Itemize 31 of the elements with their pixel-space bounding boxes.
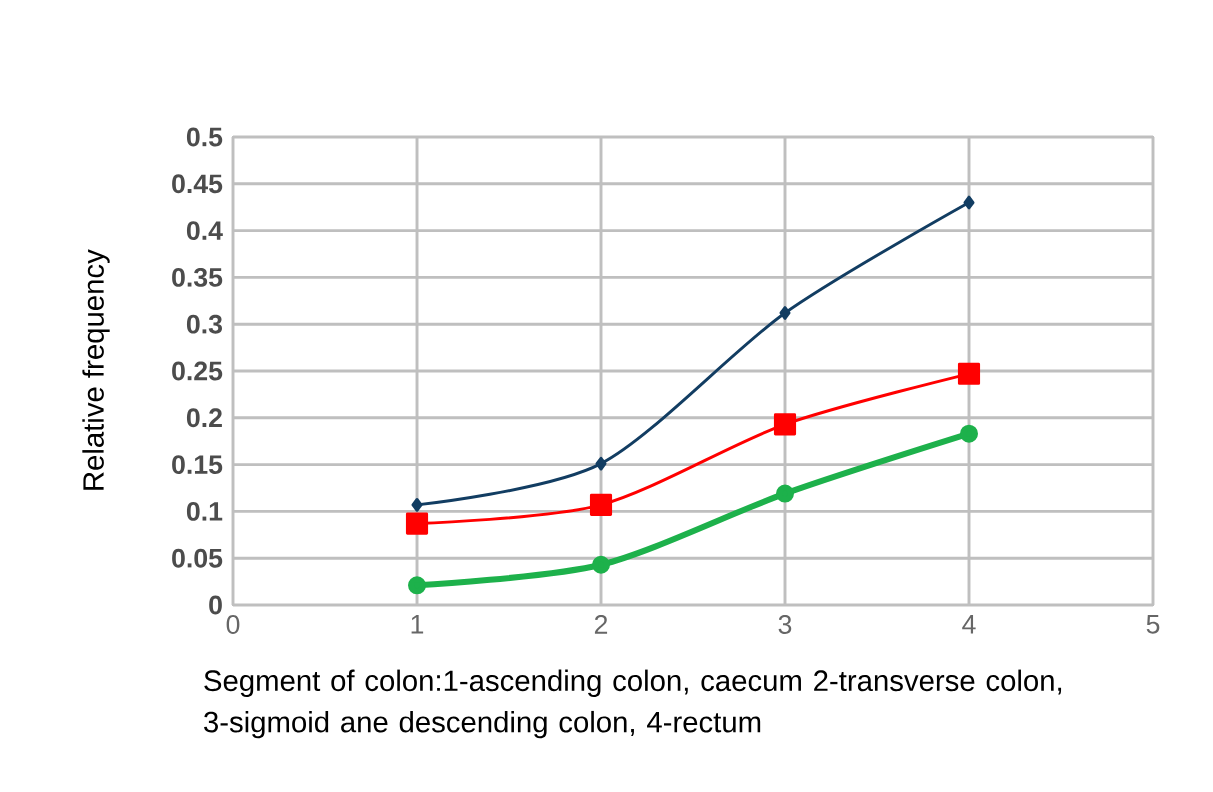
point	[595, 456, 607, 471]
point	[776, 484, 794, 503]
x-tick-label: 5	[1146, 615, 1160, 634]
y-tick-label: 0.3	[186, 314, 222, 334]
point	[592, 555, 610, 574]
y-tick-label: 0.4	[186, 221, 223, 241]
point	[411, 497, 423, 512]
y-axis-title: Relative frequency	[82, 249, 110, 490]
point	[957, 362, 981, 385]
y-tick-label: 0.45	[172, 174, 223, 194]
point	[779, 306, 791, 320]
y-tick-label: 0.25	[172, 361, 223, 381]
y-tick-label: 0.05	[172, 548, 223, 568]
point	[773, 413, 797, 436]
x-tick-label: 4	[962, 615, 976, 634]
y-tick-label: 0.2	[186, 408, 222, 428]
point	[963, 195, 975, 210]
x-tick-label: 2	[594, 615, 608, 634]
y-tick-label: 0.1	[186, 501, 223, 521]
y-tick-label: 0.15	[172, 455, 223, 475]
y-tick-label: 0.35	[172, 267, 223, 287]
point	[960, 424, 978, 443]
x-axis-title: Segment of colon:1-ascending colon, caecum 2-transverse colon, 3-sigmoid ane descending colon, 4-rectum	[204, 669, 1062, 739]
y-tick-label: 0	[209, 595, 222, 615]
point	[408, 576, 427, 595]
x-tick-label: 1	[411, 615, 424, 634]
y-tick-label: 0.5	[186, 127, 223, 147]
point	[589, 493, 613, 516]
x-tick-label: 0	[226, 615, 240, 634]
x-tick-label: 3	[778, 615, 792, 634]
point	[405, 512, 429, 535]
